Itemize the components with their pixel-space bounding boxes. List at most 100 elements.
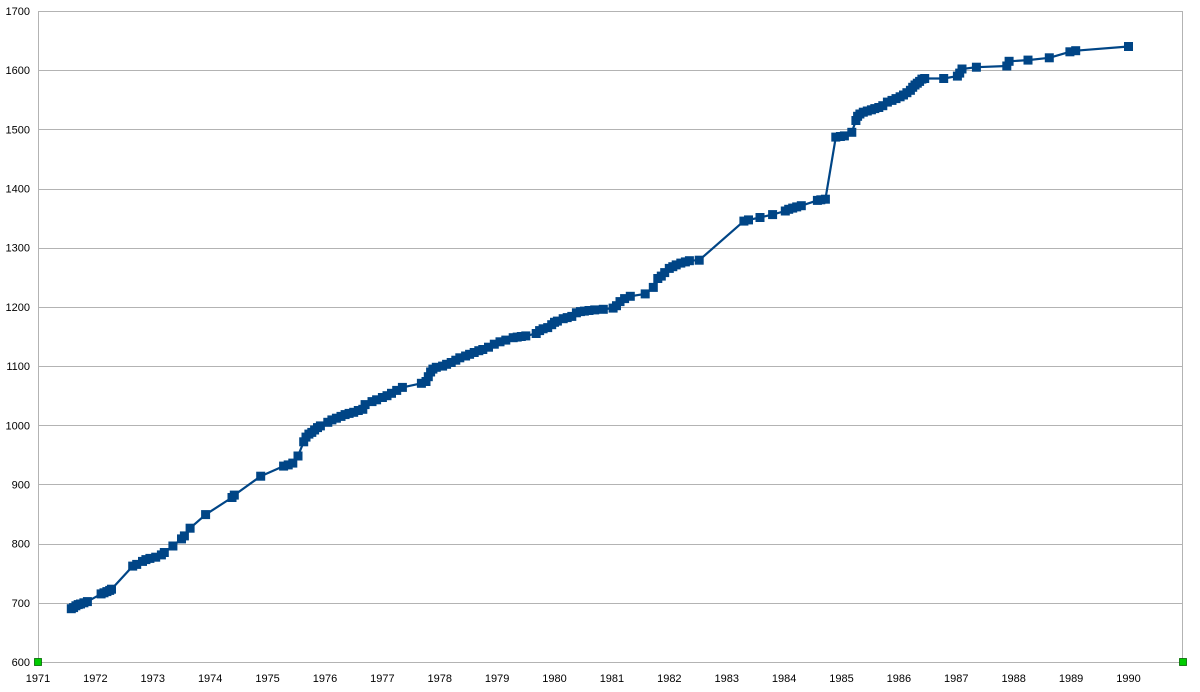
x-tick-label: 1974 — [198, 673, 222, 685]
data-point — [392, 385, 402, 395]
data-point — [816, 195, 826, 205]
data-point — [256, 471, 266, 481]
data-point — [151, 552, 161, 562]
x-tick-label: 1971 — [26, 673, 50, 685]
data-point — [671, 260, 681, 270]
x-tick-label: 1979 — [485, 673, 509, 685]
y-tick-label: 700 — [12, 598, 30, 610]
y-tick-label: 1500 — [6, 124, 30, 136]
data-point — [882, 97, 892, 107]
data-point — [455, 353, 465, 363]
data-point — [421, 377, 431, 386]
x-tick-label: 1981 — [600, 673, 624, 685]
data-point — [957, 64, 967, 74]
x-tick-label: 1990 — [1116, 673, 1140, 685]
data-point — [971, 62, 981, 72]
data-point — [168, 541, 178, 551]
data-point — [792, 202, 802, 212]
data-point — [567, 311, 577, 321]
data-point — [878, 101, 888, 111]
data-point — [416, 378, 426, 388]
data-point — [344, 408, 354, 418]
data-point — [377, 393, 387, 402]
data-point — [484, 342, 493, 352]
y-tick-label: 1000 — [6, 420, 30, 432]
data-point — [431, 362, 441, 372]
x-tick-label: 1978 — [428, 673, 452, 685]
data-point — [293, 451, 303, 461]
x-tick-label: 1982 — [657, 673, 681, 685]
data-point — [1004, 56, 1014, 66]
data-point — [684, 256, 694, 266]
data-point — [820, 194, 830, 204]
data-point — [82, 597, 92, 607]
axis-start-marker — [34, 658, 42, 666]
data-point — [768, 210, 778, 220]
x-tick-label: 1986 — [887, 673, 911, 685]
data-point — [423, 372, 433, 382]
data-point — [349, 407, 359, 417]
data-point — [796, 201, 806, 211]
x-tick-label: 1988 — [1001, 673, 1025, 685]
data-point — [1071, 46, 1081, 56]
y-tick-label: 1700 — [6, 6, 30, 18]
data-point — [442, 359, 452, 369]
data-point — [1124, 42, 1133, 51]
x-tick-label: 1987 — [944, 673, 968, 685]
data-point — [1044, 53, 1054, 63]
y-tick-label: 900 — [12, 479, 30, 491]
data-point — [358, 404, 368, 414]
y-tick-label: 1400 — [6, 184, 30, 196]
data-point — [640, 289, 650, 299]
grid — [38, 11, 1183, 663]
x-tick-label: 1973 — [141, 673, 165, 685]
y-axis-tick-labels: 600 700 800 900 1000 1100 1200 1300 1400 1500 1600… — [6, 6, 30, 669]
data-point — [620, 294, 630, 304]
data-point — [590, 305, 600, 315]
data-point — [538, 324, 548, 334]
x-tick-label: 1977 — [370, 673, 394, 685]
x-tick-label: 1985 — [829, 673, 853, 685]
data-point — [579, 306, 589, 316]
data-point — [755, 213, 765, 222]
x-tick-label: 1989 — [1059, 673, 1083, 685]
data-point — [920, 74, 930, 83]
x-axis-tick-labels: 1971 1972 1973 1974 1975 1976 1977 1978 1979 1980… — [26, 673, 1141, 685]
data-point — [387, 388, 396, 398]
data-point — [521, 331, 531, 341]
data-point — [283, 460, 293, 470]
x-tick-label: 1984 — [772, 673, 796, 685]
data-point — [145, 553, 155, 563]
data-point — [1023, 55, 1033, 65]
data-point — [831, 132, 841, 142]
y-tick-label: 1100 — [6, 361, 30, 373]
y-tick-label: 1600 — [6, 65, 30, 77]
data-point — [201, 510, 211, 520]
x-tick-label: 1983 — [714, 673, 738, 685]
x-tick-label: 1976 — [313, 673, 337, 685]
data-point — [847, 127, 857, 137]
data-point — [660, 268, 670, 278]
data-point — [367, 397, 377, 407]
data-point — [939, 74, 949, 83]
y-tick-label: 600 — [12, 657, 30, 669]
data-point — [625, 291, 635, 301]
data-point — [584, 306, 594, 315]
data-point — [839, 131, 849, 141]
data-point — [185, 523, 195, 533]
x-tick-label: 1975 — [255, 673, 279, 685]
data-point — [229, 490, 239, 500]
data-point — [360, 400, 370, 410]
data-point — [132, 559, 142, 569]
data-point — [676, 258, 686, 268]
data-point — [159, 548, 169, 557]
data-point — [299, 437, 309, 447]
x-tick-label: 1980 — [542, 673, 566, 685]
data-point — [315, 421, 325, 431]
data-point — [107, 584, 116, 594]
data-point — [279, 461, 289, 471]
data-point — [739, 216, 749, 226]
data-point — [694, 255, 704, 265]
series — [66, 42, 1133, 614]
data-point — [648, 282, 658, 292]
